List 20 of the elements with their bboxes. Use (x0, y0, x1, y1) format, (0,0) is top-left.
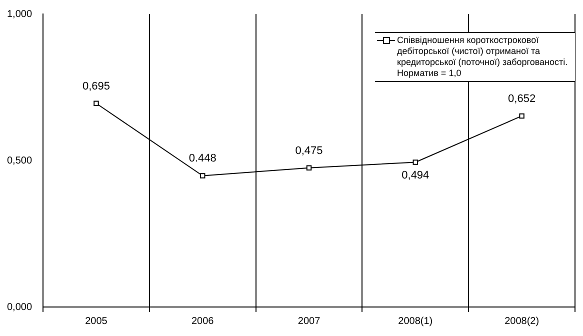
point (412, 160, 418, 165)
legend-box: Співвідношення короткострокової дебіторської (чистої) отриманої та кредиторської (поточної) заборгованості. Норматив = 1,0 (375, 32, 575, 82)
y-tick-label: 0,000 (6, 302, 32, 313)
point (306, 165, 312, 170)
data-label: 0,475 (295, 144, 323, 157)
x-tick-label: 2007 (298, 316, 321, 327)
x-tick-label: 2008(1) (398, 316, 433, 327)
data-label: 0,652 (508, 92, 536, 105)
x-tick-label: 2008(2) (504, 316, 540, 327)
y-tick-label: 0,500 (6, 155, 32, 166)
point (519, 113, 524, 119)
x-tick-label: 2006 (191, 316, 214, 327)
data-label: 0,695 (82, 80, 110, 92)
y-tick-label: 1,000 (6, 8, 32, 20)
legend-label: Співвідношення короткострокової дебіторської (чистої) отриманої та кредиторської (поточної) заборгованості. Норматив = 1,0 (397, 35, 569, 79)
data-label: 0,494 (402, 169, 430, 182)
x-tick-label: 2005 (85, 316, 108, 327)
point (200, 173, 206, 178)
data-label: 0.448 (188, 152, 216, 165)
point (94, 100, 99, 106)
